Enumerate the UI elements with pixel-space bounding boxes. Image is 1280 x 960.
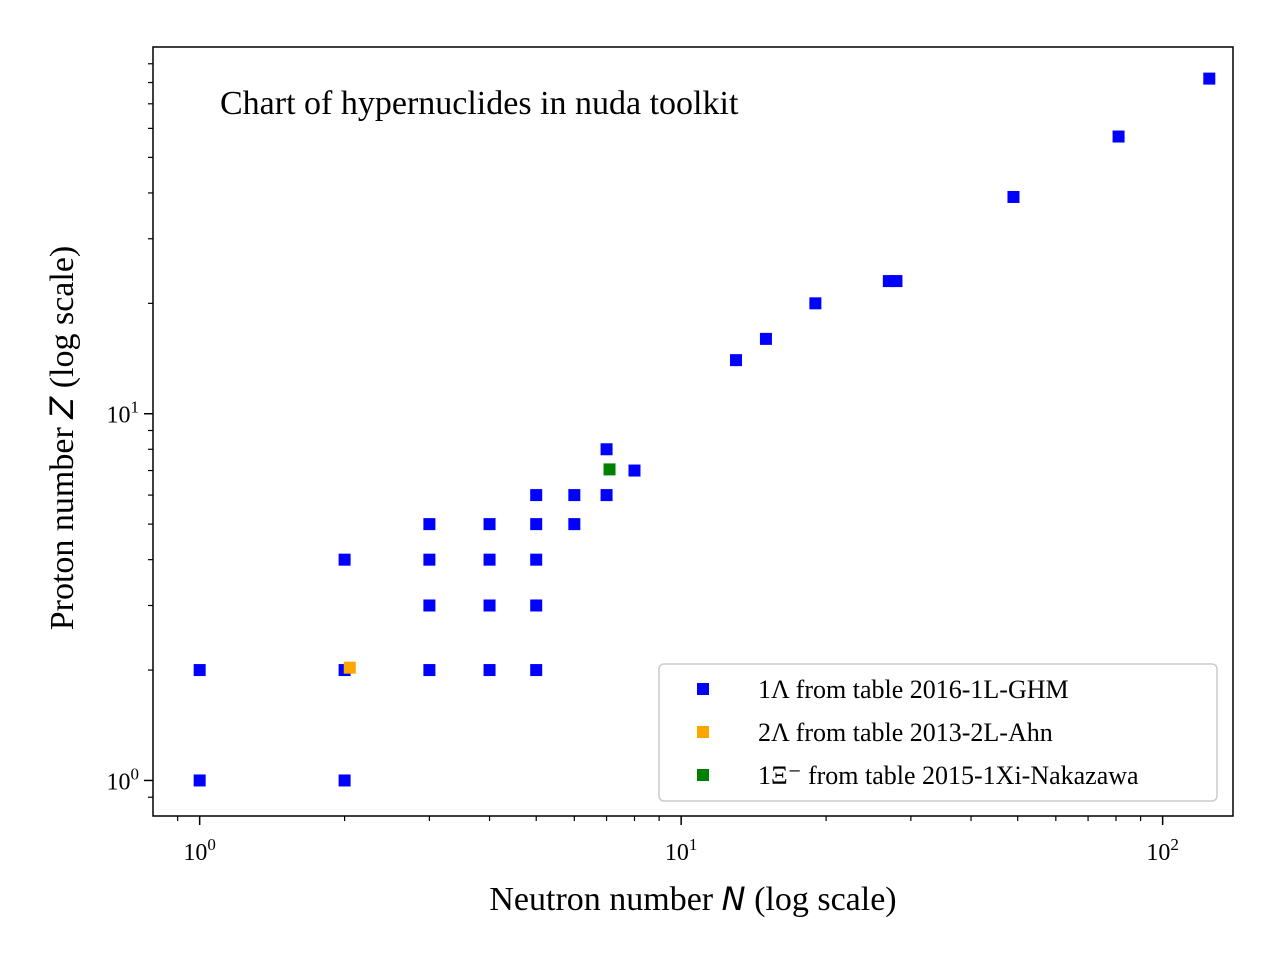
data-point-series-1 bbox=[423, 518, 436, 531]
data-point-series-1 bbox=[483, 518, 496, 531]
data-point-series-1 bbox=[193, 774, 206, 787]
data-point-series-1 bbox=[193, 664, 206, 677]
data-point-series-1 bbox=[600, 489, 613, 502]
tick-layer: 100 101 102 100 101 bbox=[107, 63, 1179, 866]
data-point-series-1 bbox=[600, 443, 613, 456]
x-axis-label: Neutron number N (log scale) bbox=[489, 880, 896, 918]
data-point-series-1 bbox=[1112, 130, 1125, 143]
data-point-series-1 bbox=[730, 354, 743, 367]
data-point-series-2 bbox=[343, 661, 356, 674]
legend-marker-3 bbox=[697, 769, 709, 781]
data-point-series-1 bbox=[568, 489, 581, 502]
data-point-series-1 bbox=[530, 664, 543, 677]
legend-box bbox=[658, 663, 1218, 802]
data-point-series-1 bbox=[338, 553, 351, 566]
x-tick-label: 102 bbox=[1146, 835, 1179, 866]
data-point-series-1 bbox=[423, 599, 436, 612]
y-tick-label: 101 bbox=[107, 398, 140, 429]
x-tick-label: 101 bbox=[665, 835, 698, 866]
plot-frame bbox=[152, 46, 1234, 817]
data-point-series-1 bbox=[423, 553, 436, 566]
data-point-series-1 bbox=[568, 518, 581, 531]
points-layer bbox=[193, 72, 1216, 787]
data-point-series-1 bbox=[483, 553, 496, 566]
data-point-series-1 bbox=[530, 553, 543, 566]
data-point-series-1 bbox=[338, 774, 351, 787]
data-point-series-1 bbox=[628, 464, 641, 477]
data-point-series-1 bbox=[530, 599, 543, 612]
legend-marker-2 bbox=[697, 726, 709, 738]
y-axis-label: Proton number Z (log scale) bbox=[43, 246, 81, 631]
data-point-series-1 bbox=[530, 518, 543, 531]
y-tick-label: 100 bbox=[107, 764, 140, 795]
data-point-series-1 bbox=[1203, 72, 1216, 85]
legend-marker-1 bbox=[697, 683, 709, 695]
x-tick-label: 100 bbox=[183, 835, 216, 866]
chart-title: Chart of hypernuclides in nuda toolkit bbox=[220, 85, 739, 122]
data-point-series-1 bbox=[809, 297, 822, 310]
data-point-series-3 bbox=[603, 463, 616, 476]
legend-label-3: 1Ξ⁻ from table 2015-1Xi-Nakazawa bbox=[758, 761, 1139, 790]
data-point-series-1 bbox=[483, 599, 496, 612]
data-point-series-1 bbox=[759, 332, 772, 345]
legend-label-2: 2Λ from table 2013-2L-Ahn bbox=[758, 718, 1053, 747]
data-point-series-1 bbox=[1007, 190, 1020, 203]
data-point-series-1 bbox=[483, 664, 496, 677]
legend: 1Λ from table 2016-1L-GHM 2Λ from table 2… bbox=[658, 663, 1218, 802]
data-point-series-1 bbox=[890, 275, 903, 288]
data-point-series-1 bbox=[530, 489, 543, 502]
data-point-series-1 bbox=[423, 664, 436, 677]
legend-label-1: 1Λ from table 2016-1L-GHM bbox=[758, 675, 1069, 704]
